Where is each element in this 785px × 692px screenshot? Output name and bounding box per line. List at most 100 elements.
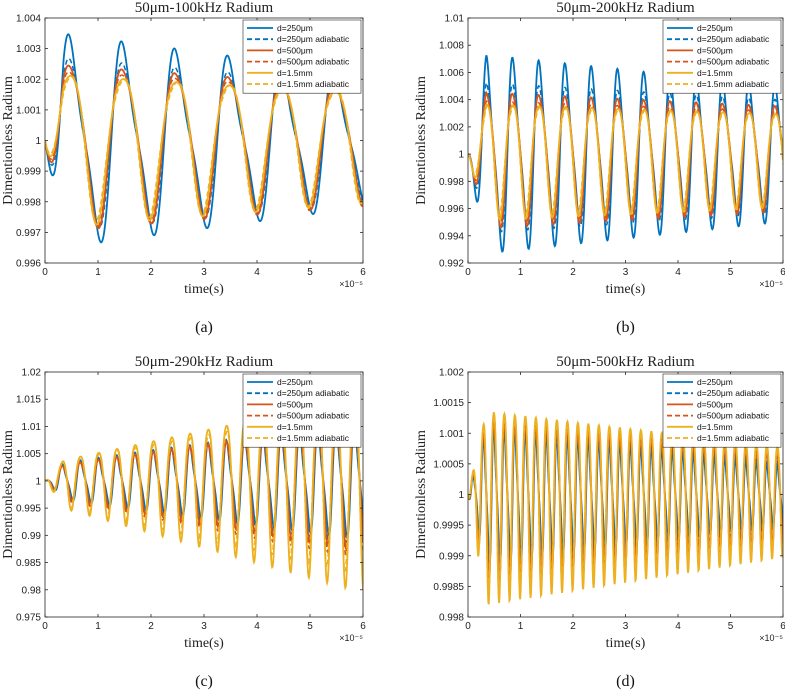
- legend-entry: d=250μm: [697, 377, 733, 387]
- y-tick-label: 0.995: [16, 504, 41, 515]
- chart-title: 50μm-290kHz Radium: [135, 354, 274, 370]
- legend-entry: d=500μm adiabatic: [697, 411, 770, 421]
- x-tick-label: 2: [148, 621, 154, 632]
- panel-label: (a): [195, 319, 213, 336]
- legend-entry: d=500μm adiabatic: [277, 411, 350, 421]
- x-tick-label: 2: [570, 267, 576, 278]
- chart-panel-3: 0 1 2 3 4 5 6 0.975 0.98 0.985 0.99 0.995 1 1.005 1.01…: [1, 354, 366, 690]
- x-tick-label: 3: [201, 621, 207, 632]
- x-axis-multiplier: ×10⁻⁵: [759, 633, 783, 643]
- x-tick-label: 6: [780, 267, 785, 278]
- legend-entry: d=500μm adiabatic: [697, 57, 770, 67]
- x-tick-label: 4: [254, 621, 260, 632]
- x-tick-label: 1: [95, 267, 101, 278]
- chart-panel-1: 0 1 2 3 4 5 6 0.996 0.997 0.998 0.999 1 1.001 1.002 1.…: [1, 0, 366, 336]
- y-tick-label: 1.001: [439, 429, 464, 440]
- x-tick-label: 1: [95, 621, 101, 632]
- y-tick-label: 1.0015: [433, 398, 464, 409]
- chart-panel-4: 0 1 2 3 4 5 6 0.998 0.9985 0.999 0.9995 1 1.0005 1.00…: [414, 354, 785, 690]
- x-axis-multiplier: ×10⁻⁵: [759, 279, 783, 289]
- y-tick-label: 1.01: [445, 14, 465, 25]
- chart-title: 50μm-500kHz Radium: [556, 354, 695, 370]
- y-tick-label: 0.975: [16, 613, 41, 624]
- legend-box: [242, 19, 362, 94]
- y-tick-label: 1.0005: [433, 459, 464, 470]
- series-line-4: [45, 71, 363, 229]
- y-tick-label: 1.004: [16, 14, 41, 25]
- y-tick-label: 0.996: [16, 259, 41, 270]
- chart-title: 50μm-100kHz Radium: [135, 0, 274, 16]
- x-axis-multiplier: ×10⁻⁵: [339, 279, 363, 289]
- y-tick-label: 1.002: [439, 122, 464, 133]
- legend-entry: d=250μm adiabatic: [277, 34, 350, 44]
- y-axis-label: Dimentionless Radium: [414, 76, 429, 205]
- y-axis-label: Dimentionless Radium: [414, 430, 429, 559]
- series-line-6: [45, 408, 363, 576]
- y-tick-label: 1: [458, 490, 464, 501]
- y-tick-label: 0.998: [439, 177, 464, 188]
- series-line-6: [468, 414, 783, 599]
- y-tick-label: 0.998: [16, 197, 41, 208]
- y-tick-label: 1.004: [439, 95, 464, 106]
- y-tick-label: 0.994: [439, 231, 464, 242]
- legend-entry: d=1.5mm adiabatic: [697, 433, 770, 443]
- legend-entry: d=500μm: [697, 399, 733, 409]
- x-tick-label: 5: [728, 621, 734, 632]
- x-axis-label: time(s): [606, 636, 646, 651]
- x-axis-label: time(s): [184, 282, 224, 297]
- series-line-5: [468, 411, 783, 605]
- y-tick-label: 0.9985: [433, 582, 464, 593]
- legend-entry: d=250μm: [697, 23, 733, 33]
- series-line-5: [45, 397, 363, 591]
- legend-entry: d=1.5mm adiabatic: [277, 79, 350, 89]
- y-tick-label: 1.003: [16, 44, 41, 55]
- x-tick-label: 3: [623, 267, 629, 278]
- x-tick-label: 1: [518, 267, 524, 278]
- x-tick-label: 0: [42, 621, 48, 632]
- legend-entry: d=1.5mm: [697, 68, 733, 78]
- y-tick-label: 0.999: [16, 167, 41, 178]
- series-lines: [468, 55, 783, 253]
- legend-entry: d=500μm: [277, 45, 313, 55]
- x-tick-label: 6: [360, 267, 366, 278]
- legend-entry: d=250μm adiabatic: [277, 388, 350, 398]
- legend-entry: d=1.5mm adiabatic: [697, 79, 770, 89]
- x-tick-label: 4: [675, 621, 681, 632]
- y-tick-label: 1: [35, 476, 41, 487]
- x-tick-label: 4: [254, 267, 260, 278]
- y-tick-label: 1.01: [22, 422, 42, 433]
- x-tick-label: 1: [518, 621, 524, 632]
- x-axis-label: time(s): [184, 636, 224, 651]
- panel-label: (c): [195, 673, 213, 690]
- chart-panel-2: 0 1 2 3 4 5 6 0.992 0.994 0.996 0.998 1 1.002 1.004 1.…: [414, 0, 785, 336]
- x-tick-label: 0: [465, 267, 471, 278]
- y-tick-label: 1.008: [439, 41, 464, 52]
- panel-label: (d): [616, 673, 635, 690]
- legend-entry: d=1.5mm: [277, 68, 313, 78]
- x-tick-label: 6: [780, 621, 785, 632]
- x-tick-label: 2: [148, 267, 154, 278]
- legend-entry: d=250μm: [277, 377, 313, 387]
- y-tick-label: 0.99: [22, 531, 42, 542]
- legend-entry: d=250μm: [277, 23, 313, 33]
- y-tick-label: 0.999: [439, 551, 464, 562]
- legend-entry: d=500μm: [277, 399, 313, 409]
- legend-entry: d=1.5mm: [697, 422, 733, 432]
- x-tick-label: 3: [201, 267, 207, 278]
- y-tick-label: 1.005: [16, 449, 41, 460]
- y-tick-label: 1.001: [16, 105, 41, 116]
- x-axis-label: time(s): [606, 282, 646, 297]
- y-axis-label: Dimentionless Radium: [1, 430, 16, 559]
- panel-label: (b): [616, 319, 635, 336]
- series-lines: [45, 33, 363, 244]
- y-tick-label: 0.997: [16, 228, 41, 239]
- y-tick-label: 0.98: [22, 585, 42, 596]
- legend-box: [242, 373, 362, 448]
- x-tick-label: 5: [307, 621, 313, 632]
- y-tick-label: 0.985: [16, 558, 41, 569]
- y-tick-label: 1: [458, 150, 464, 161]
